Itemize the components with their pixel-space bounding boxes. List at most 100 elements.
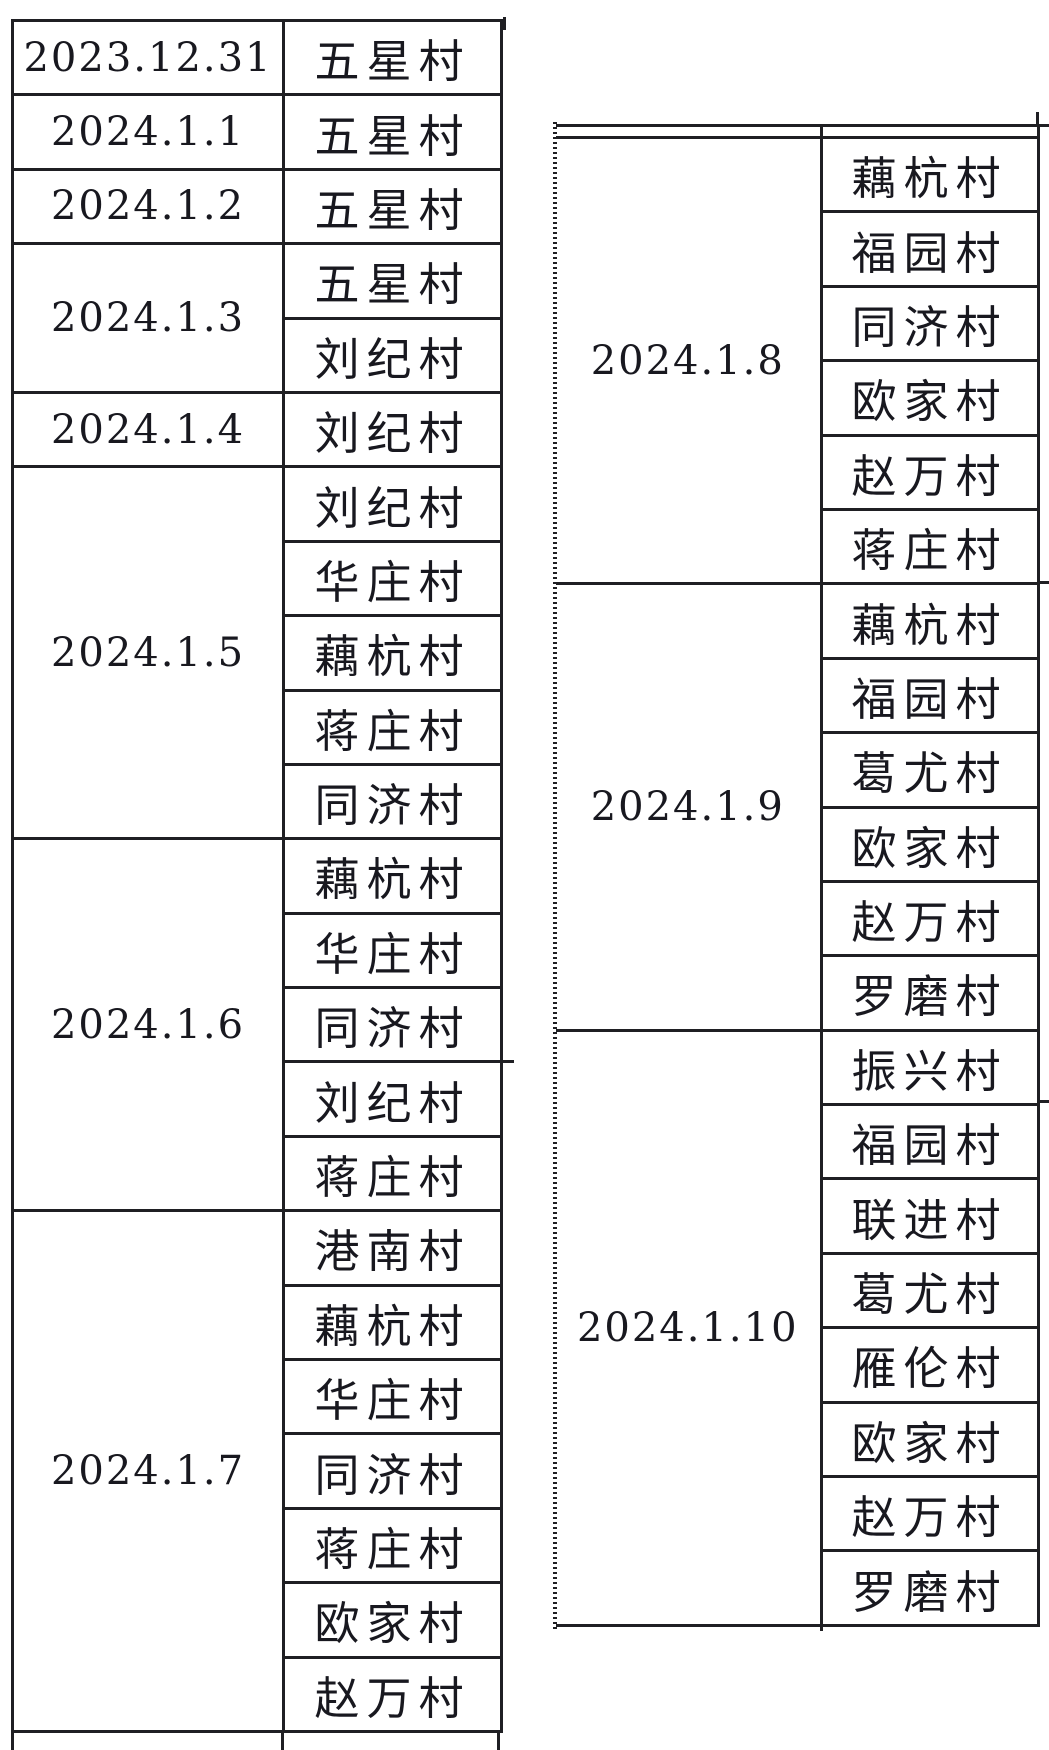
table-row: 福园村: [556, 1103, 1040, 1181]
date-cell: 2023.12.31: [11, 18, 285, 97]
cutoff-row-border-stub: [11, 1731, 14, 1750]
torn-edge-dotted-line: [553, 122, 557, 1632]
village-cell: 福园村: [819, 1103, 1040, 1181]
table-row: 藕杭村: [13, 1283, 503, 1362]
table-row: 葛尤村: [556, 731, 1040, 809]
table-row: 2024.1.2 五星村: [11, 167, 503, 246]
village-cell: 葛尤村: [819, 1251, 1040, 1330]
table-row: 赵万村: [556, 433, 1040, 511]
village-cell: 欧家村: [282, 1581, 503, 1659]
village-cell: 罗磨村: [819, 954, 1040, 1032]
partial-cell: [819, 124, 1040, 139]
table-row: 蒋庄村: [13, 1506, 503, 1585]
village-cell: 刘纪村: [282, 390, 503, 469]
date-cell: 2024.1.2: [11, 167, 285, 246]
village-cell: 藕杭村: [282, 837, 503, 915]
table-row: 雁伦村: [556, 1326, 1040, 1404]
cutoff-row-border-stub: [497, 1731, 500, 1750]
village-cell: 五星村: [282, 167, 503, 246]
table-row: 同济村: [13, 1432, 503, 1510]
table-row: 2024.1.9 藕杭村: [556, 582, 1040, 1032]
village-cell: 罗磨村: [819, 1549, 1040, 1627]
table-row: 同济村: [13, 986, 503, 1064]
village-cell: 华庄村: [282, 539, 503, 618]
table-row: 刘纪村: [13, 316, 503, 394]
village-cell: 蒋庄村: [282, 1506, 503, 1585]
village-cell: 欧家村: [819, 805, 1040, 883]
table-row: 欧家村: [556, 359, 1040, 437]
village-cell: 藕杭村: [282, 614, 503, 692]
date-cell: 2024.1.10: [556, 1028, 823, 1627]
table-row: 2024.1.10 振兴村: [556, 1028, 1040, 1627]
village-cell: 港南村: [282, 1209, 503, 1287]
village-cell: 葛尤村: [819, 731, 1040, 809]
table-row: 葛尤村: [556, 1251, 1040, 1330]
table-row: 2024.1.4 刘纪村: [11, 390, 503, 469]
village-cell: 雁伦村: [819, 1326, 1040, 1404]
village-cell: 赵万村: [819, 879, 1040, 958]
partial-row: [556, 124, 1040, 139]
table-row: 欧家村: [556, 1400, 1040, 1479]
table-row: 福园村: [556, 210, 1040, 288]
border-tick: [1038, 124, 1049, 127]
table-row: 华庄村: [13, 1358, 503, 1436]
table-row: 赵万村: [13, 1655, 503, 1733]
table-row: 2023.12.31 五星村: [11, 18, 503, 97]
border-tick: [1038, 1100, 1049, 1103]
village-cell: 蒋庄村: [282, 1134, 503, 1213]
village-cell: 赵万村: [282, 1655, 503, 1733]
table-row: 福园村: [556, 656, 1040, 735]
village-cell: 赵万村: [819, 433, 1040, 511]
table-row: 华庄村: [13, 911, 503, 990]
table-row: 2024.1.6 藕杭村: [11, 837, 503, 1213]
table-row: 2024.1.7 港南村: [11, 1209, 503, 1733]
date-cell: 2024.1.3: [11, 242, 285, 394]
border-tick: [503, 17, 506, 30]
village-cell: 刘纪村: [282, 316, 503, 394]
table-row: 蒋庄村: [13, 688, 503, 766]
village-cell: 同济村: [282, 986, 503, 1064]
border-tick: [500, 1060, 514, 1063]
table-row: 华庄村: [13, 539, 503, 618]
village-cell: 五星村: [282, 18, 503, 97]
table-row: 罗磨村: [556, 1549, 1040, 1627]
cutoff-row-border-stub: [281, 1731, 284, 1750]
date-cell: 2024.1.8: [556, 135, 823, 586]
village-cell: 五星村: [282, 242, 503, 320]
village-cell: 联进村: [819, 1177, 1040, 1255]
border-tick: [1038, 581, 1049, 584]
table-row: 2024.1.1 五星村: [11, 93, 503, 171]
date-cell: 2024.1.1: [11, 93, 285, 171]
village-cell: 藕杭村: [282, 1283, 503, 1362]
date-cell: 2024.1.5: [11, 465, 285, 841]
table-row: 罗磨村: [556, 954, 1040, 1032]
village-cell: 刘纪村: [282, 1060, 503, 1138]
table-row: 赵万村: [556, 879, 1040, 958]
village-cell: 蒋庄村: [819, 507, 1040, 586]
village-cell: 刘纪村: [282, 465, 503, 543]
table-row: 欧家村: [13, 1581, 503, 1659]
right-schedule-table: 2024.1.8 藕杭村 福园村 同济村 欧家村 赵万村 蒋庄村 2024.1.…: [556, 124, 1040, 1627]
table-row: 2024.1.8 藕杭村: [556, 135, 1040, 586]
village-cell: 华庄村: [282, 1358, 503, 1436]
date-cell: 2024.1.7: [11, 1209, 285, 1733]
date-cell: 2024.1.4: [11, 390, 285, 469]
village-cell: 藕杭村: [819, 135, 1040, 214]
table-row: 同济村: [13, 762, 503, 841]
village-cell: 振兴村: [819, 1028, 1040, 1107]
table-row: 同济村: [556, 284, 1040, 363]
table-row: 2024.1.5 刘纪村: [11, 465, 503, 841]
table-row: 赵万村: [556, 1475, 1040, 1553]
village-cell: 藕杭村: [819, 582, 1040, 660]
border-tick: [1036, 112, 1039, 124]
table-row: 藕杭村: [13, 614, 503, 692]
village-cell: 欧家村: [819, 359, 1040, 437]
date-cell: 2024.1.6: [11, 837, 285, 1213]
village-cell: 赵万村: [819, 1475, 1040, 1553]
village-cell: 福园村: [819, 210, 1040, 288]
village-cell: 五星村: [282, 93, 503, 171]
village-cell: 华庄村: [282, 911, 503, 990]
village-cell: 福园村: [819, 656, 1040, 735]
table-row: 2024.1.3 五星村: [11, 242, 503, 394]
